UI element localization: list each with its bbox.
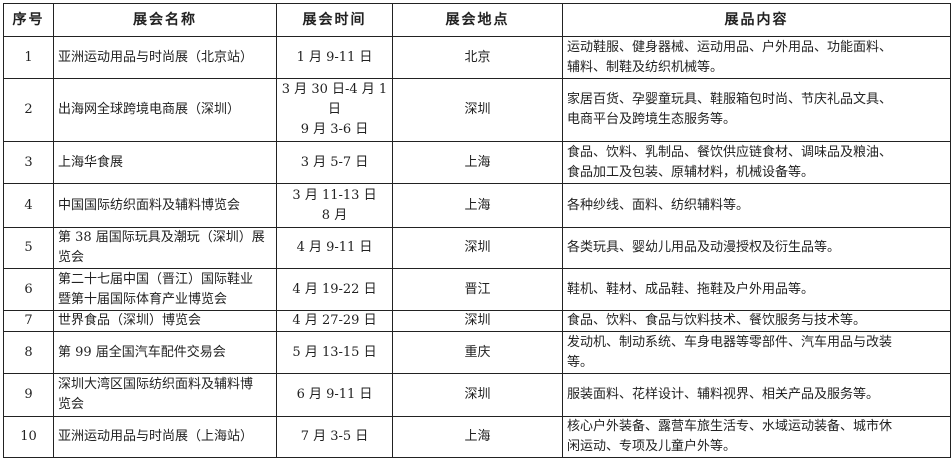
cell-time: 7 月 3-5 日 (276, 416, 393, 458)
header-place: 展会地点 (392, 3, 563, 37)
cell-no: 6 (3, 268, 54, 311)
cell-name: 出海网全球跨境电商展（深圳） (53, 78, 277, 142)
cell-time: 5 月 13-15 日 (276, 331, 393, 374)
cell-time: 3 月 5-7 日 (276, 141, 393, 184)
table-row: 10 亚洲运动用品与时尚展（上海站） 7 月 3-5 日上海 核心户外装备、露营车旅生… (3, 416, 951, 458)
cell-no: 10 (3, 416, 54, 458)
cell-place: 晋江 (392, 268, 563, 311)
cell-content: 鞋机、鞋材、成品鞋、拖鞋及户外用品等。 (562, 268, 951, 311)
cell-content: 家居百货、孕婴童玩具、鞋服箱包时尚、节庆礼品文具、 电商平台及跨境生态服务等。 (562, 78, 951, 142)
cell-name: 第二十七届中国（晋江）国际鞋业 暨第十届国际体育产业博览会 (53, 268, 277, 311)
cell-no: 1 (3, 36, 54, 79)
cell-content: 食品、饮料、乳制品、餐饮供应链食材、调味品及粮油、 食品加工及包装、原辅材料，机… (562, 141, 951, 184)
cell-name: 第 38 届国际玩具及潮玩（深圳）展 览会 (53, 227, 277, 269)
cell-place: 上海 (392, 416, 563, 458)
cell-name: 世界食品（深圳）博览会 (53, 310, 277, 332)
cell-no: 7 (3, 310, 54, 332)
table-row: 3 上海华食展 3 月 5-7 日上海 食品、饮料、乳制品、餐饮供应链食材、调味品及粮… (3, 141, 951, 184)
table-row: 9 深圳大湾区国际纺织面料及辅料博 览会 6 月 9-11 日深圳 服装面料、花样设计… (3, 373, 951, 417)
header-no: 序号 (3, 3, 54, 37)
cell-content: 各种纱线、面料、纺织辅料等。 (562, 183, 951, 228)
cell-name: 亚洲运动用品与时尚展（上海站） (53, 416, 277, 458)
cell-name: 第 99 届全国汽车配件交易会 (53, 331, 277, 374)
exhibition-table: 序号 展会名称 展会时间 展会地点 展品内容 1 亚洲运动用品与时尚展（北京站） 1… (3, 3, 951, 458)
table-row: 4 中国国际纺织面料及辅料博览会 3 月 11-13 日 8 月上海 各种纱线、面料、… (3, 183, 951, 228)
cell-place: 北京 (392, 36, 563, 79)
cell-name: 深圳大湾区国际纺织面料及辅料博 览会 (53, 373, 277, 417)
cell-place: 重庆 (392, 331, 563, 374)
cell-content: 核心户外装备、露营车旅生活专、水域运动装备、城市休 闲运动、专项及儿童户外等。 (562, 416, 951, 458)
cell-no: 5 (3, 227, 54, 269)
header-time: 展会时间 (276, 3, 393, 37)
cell-no: 4 (3, 183, 54, 228)
cell-place: 上海 (392, 141, 563, 184)
cell-content: 运动鞋服、健身器械、运动用品、户外用品、功能面料、 辅料、制鞋及纺织机械等。 (562, 36, 951, 79)
table-row: 2 出海网全球跨境电商展（深圳） 3 月 30 日-4 月 1 日 9 月 3-6 … (3, 78, 951, 142)
cell-content: 食品、饮料、食品与饮料技术、餐饮服务与技术等。 (562, 310, 951, 332)
cell-time: 3 月 11-13 日 8 月 (276, 183, 393, 228)
cell-no: 8 (3, 331, 54, 374)
cell-name: 上海华食展 (53, 141, 277, 184)
cell-place: 深圳 (392, 78, 563, 142)
header-row: 序号 展会名称 展会时间 展会地点 展品内容 (3, 3, 951, 37)
cell-content: 各类玩具、婴幼儿用品及动漫授权及衍生品等。 (562, 227, 951, 269)
cell-place: 深圳 (392, 227, 563, 269)
cell-no: 2 (3, 78, 54, 142)
cell-time: 3 月 30 日-4 月 1 日 9 月 3-6 日 (276, 78, 393, 142)
cell-content: 发动机、制动系统、车身电器等零部件、汽车用品与改装 等。 (562, 331, 951, 374)
cell-time: 4 月 19-22 日 (276, 268, 393, 311)
cell-place: 深圳 (392, 373, 563, 417)
header-content: 展品内容 (562, 3, 951, 37)
cell-place: 深圳 (392, 310, 563, 332)
table-row: 6 第二十七届中国（晋江）国际鞋业 暨第十届国际体育产业博览会 4 月 19-22 … (3, 268, 951, 311)
cell-no: 9 (3, 373, 54, 417)
cell-place: 上海 (392, 183, 563, 228)
header-name: 展会名称 (53, 3, 277, 37)
cell-no: 3 (3, 141, 54, 184)
table-row: 1 亚洲运动用品与时尚展（北京站） 1 月 9-11 日北京 运动鞋服、健身器械、运动… (3, 36, 951, 79)
cell-time: 4 月 9-11 日 (276, 227, 393, 269)
cell-content: 服装面料、花样设计、辅料视界、相关产品及服务等。 (562, 373, 951, 417)
cell-time: 4 月 27-29 日 (276, 310, 393, 332)
cell-name: 中国国际纺织面料及辅料博览会 (53, 183, 277, 228)
table-row: 7 世界食品（深圳）博览会 4 月 27-29 日深圳 食品、饮料、食品与饮料技术、餐… (3, 310, 951, 332)
cell-name: 亚洲运动用品与时尚展（北京站） (53, 36, 277, 79)
cell-time: 6 月 9-11 日 (276, 373, 393, 417)
cell-time: 1 月 9-11 日 (276, 36, 393, 79)
